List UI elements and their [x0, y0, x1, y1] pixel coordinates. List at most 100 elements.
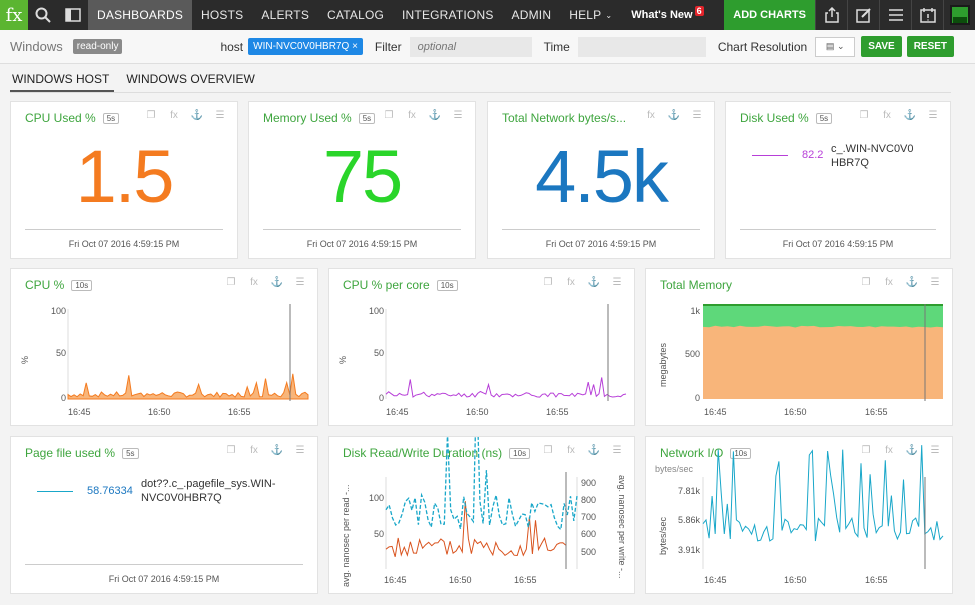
chart-disk-used: Disk Used % 5s ❐ fx ⚓ ☰ 82.2 c_.WIN-NVC0V0HB…: [725, 101, 951, 259]
chart-resolution-select[interactable]: ▤ ⌄: [815, 36, 856, 57]
bell-icon[interactable]: ⚓: [270, 277, 284, 288]
divider: [25, 229, 223, 230]
timestamp: Fri Oct 07 2016 4:59:15 PM: [306, 239, 418, 249]
legend-value: 82.2: [802, 149, 824, 161]
share-icon[interactable]: [815, 0, 847, 30]
single-value: 75: [322, 135, 403, 218]
copy-icon[interactable]: ❐: [384, 110, 394, 121]
copy-icon[interactable]: ❐: [226, 277, 236, 288]
bell-icon[interactable]: ⚓: [190, 110, 204, 121]
y-tick: 5.86k: [678, 515, 701, 525]
y-tick-left: 100: [369, 493, 384, 503]
fx-icon[interactable]: fx: [885, 445, 893, 456]
tab-windows-host[interactable]: WINDOWS HOST: [10, 72, 115, 92]
bell-icon[interactable]: ⚓: [428, 110, 442, 121]
menu-icon[interactable]: ☰: [295, 277, 305, 288]
y-axis-label: bytes/sec: [658, 516, 668, 555]
nav-help[interactable]: HELP ⌄: [560, 0, 621, 30]
copy-icon[interactable]: ❐: [226, 445, 236, 456]
menu-icon[interactable]: ☰: [215, 110, 225, 121]
plot-area: avg. nanosec per read -... avg. nanosec …: [341, 437, 627, 587]
tab-windows-overview[interactable]: WINDOWS OVERVIEW: [126, 72, 255, 86]
chart-title: Disk Used % 5s: [740, 111, 833, 125]
nav-integrations[interactable]: INTEGRATIONS: [402, 8, 494, 22]
bell-icon[interactable]: ⚓: [587, 277, 601, 288]
resolution-chart-icon: ▤: [825, 41, 835, 51]
copy-icon[interactable]: ❐: [859, 110, 869, 121]
bell-icon[interactable]: ⚓: [667, 110, 681, 121]
y-tick: 100: [369, 306, 384, 316]
x-tick: 16:45: [704, 407, 727, 417]
bell-icon[interactable]: ⚓: [905, 277, 919, 288]
bell-icon[interactable]: ⚓: [905, 445, 919, 456]
reset-button[interactable]: RESET: [906, 36, 955, 57]
x-tick: 16:50: [784, 575, 807, 585]
signalfx-logo[interactable]: fx: [0, 0, 28, 30]
copy-icon[interactable]: ❐: [861, 277, 871, 288]
host-filter-chip[interactable]: WIN-NVC0V0HBR7Q ×: [248, 38, 363, 55]
menu-icon[interactable]: ☰: [612, 445, 622, 456]
chart-network-io: Network I/O 10s ❐ fx ⚓ ☰ bytes/sec bytes/sec…: [645, 436, 953, 594]
chart-title-text: CPU Used %: [25, 111, 96, 125]
x-tick: 16:45: [384, 575, 407, 585]
time-input[interactable]: [577, 36, 706, 57]
copy-icon[interactable]: ❐: [543, 445, 553, 456]
y-tick: 100: [51, 306, 66, 316]
timestamp: Fri Oct 07 2016 4:59:15 PM: [782, 239, 894, 249]
edit-icon[interactable]: [847, 0, 879, 30]
fx-icon[interactable]: fx: [567, 277, 575, 288]
chart-actions: ❐ fx ⚓ ☰: [541, 277, 624, 288]
copy-icon[interactable]: ❐: [146, 110, 156, 121]
fx-icon[interactable]: fx: [885, 277, 893, 288]
nav-catalog[interactable]: CATALOG: [327, 8, 385, 22]
chevron-down-icon: ⌄: [605, 10, 613, 20]
bell-icon[interactable]: ⚓: [270, 445, 284, 456]
fx-icon[interactable]: fx: [250, 277, 258, 288]
menu-icon[interactable]: ☰: [295, 445, 305, 456]
bell-icon[interactable]: ⚓: [903, 110, 917, 121]
save-button[interactable]: SAVE: [861, 36, 902, 57]
filter-input[interactable]: [409, 36, 532, 57]
search-icon[interactable]: [28, 0, 58, 30]
chart-title: Total Network bytes/s...: [502, 111, 626, 125]
fx-icon[interactable]: fx: [647, 110, 655, 121]
fx-icon[interactable]: fx: [170, 110, 178, 121]
chart-cpu-percent: CPU % 10s ❐ fx ⚓ ☰ % 100 50 0 16:45 16:50 16…: [10, 268, 318, 426]
avatar[interactable]: [943, 0, 975, 30]
host-filter-label: host: [220, 39, 244, 54]
whats-new-link[interactable]: What's New 6: [621, 6, 713, 21]
copy-icon[interactable]: ❐: [543, 277, 553, 288]
chart-title: CPU % 10s: [25, 278, 93, 292]
y-axis-label: megabytes: [658, 342, 668, 387]
add-charts-button[interactable]: ADD CHARTS: [724, 0, 815, 30]
y-tick: 500: [685, 349, 700, 359]
fx-icon[interactable]: fx: [250, 445, 258, 456]
alert-calendar-icon[interactable]: [911, 0, 943, 30]
menu-icon[interactable]: ☰: [928, 110, 938, 121]
single-value: 1.5: [75, 135, 175, 218]
menu-icon[interactable]: ☰: [453, 110, 463, 121]
fx-icon[interactable]: fx: [408, 110, 416, 121]
whats-new-badge: 6: [694, 6, 704, 16]
y-axis-label-left: avg. nanosec per read -...: [341, 484, 351, 587]
menu-icon[interactable]: ☰: [930, 277, 940, 288]
nav-hosts[interactable]: HOSTS: [201, 8, 244, 22]
chart-actions: ❐ fx ⚓ ☰: [859, 445, 942, 456]
x-tick: 16:45: [386, 407, 409, 417]
nav-alerts[interactable]: ALERTS: [261, 8, 310, 22]
close-icon[interactable]: ×: [352, 41, 358, 52]
menu-icon[interactable]: ☰: [612, 277, 622, 288]
y-tick-right: 700: [581, 512, 596, 522]
bell-icon[interactable]: ⚓: [587, 445, 601, 456]
fx-icon[interactable]: fx: [567, 445, 575, 456]
chart-total-network-bytes: Total Network bytes/s... fx ⚓ ☰ 4.5k Fri O…: [487, 101, 715, 259]
nav-dashboards[interactable]: DASHBOARDS: [88, 0, 193, 30]
menu-icon[interactable]: [879, 0, 911, 30]
copy-icon[interactable]: ❐: [861, 445, 871, 456]
sidebar-toggle-icon[interactable]: [58, 0, 88, 30]
fx-icon[interactable]: fx: [883, 110, 891, 121]
nav-admin[interactable]: ADMIN: [511, 8, 552, 22]
whats-new-label: What's New: [631, 9, 693, 21]
menu-icon[interactable]: ☰: [692, 110, 702, 121]
menu-icon[interactable]: ☰: [930, 445, 940, 456]
